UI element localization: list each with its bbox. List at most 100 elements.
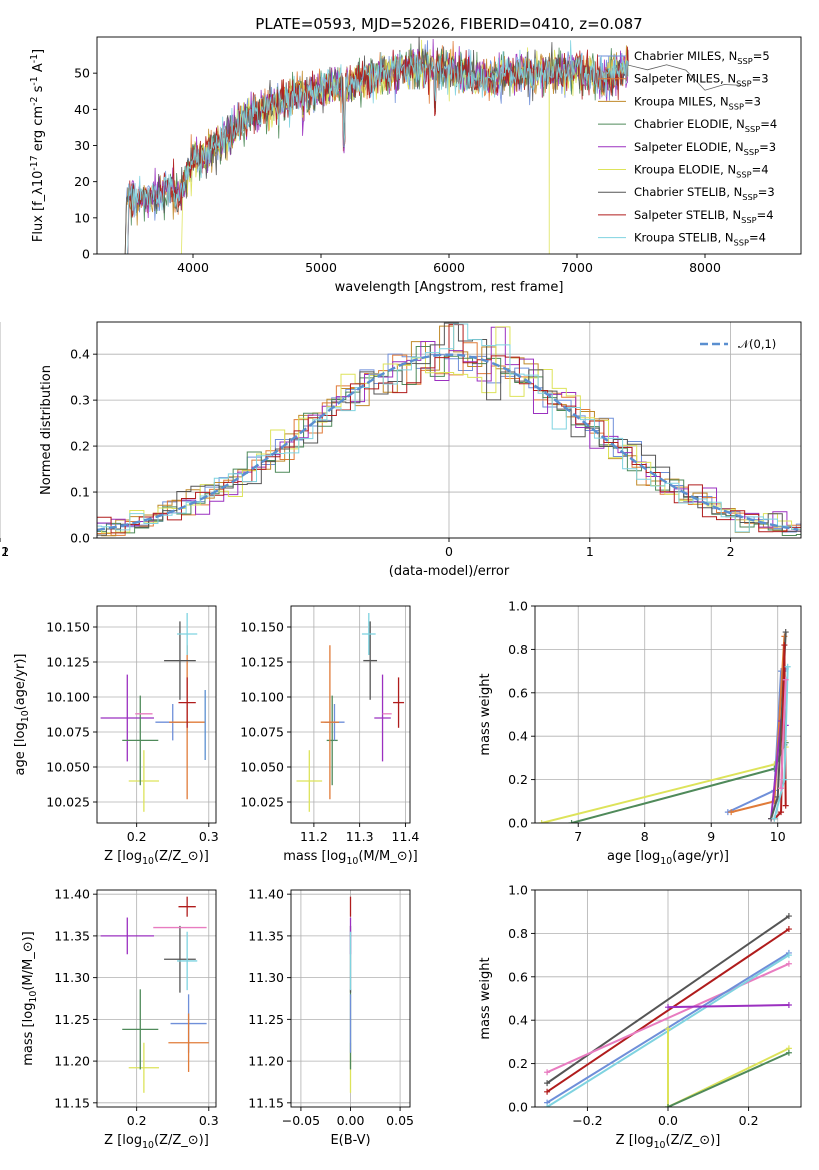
mass-weight-marker bbox=[538, 820, 545, 823]
mass-weight-line bbox=[546, 962, 790, 1074]
y-tick-label: 0 bbox=[82, 247, 90, 262]
y-tick-label: 11.40 bbox=[54, 887, 90, 902]
x-axis-label: E(B-V) bbox=[330, 1133, 370, 1148]
data-point bbox=[128, 750, 160, 812]
data-point bbox=[393, 677, 405, 728]
y-tick-label: 30 bbox=[74, 138, 90, 153]
text-run: -17 bbox=[29, 155, 40, 170]
text-run: SSP bbox=[741, 215, 756, 225]
y-tick-label: 0.2 bbox=[508, 772, 528, 787]
y-axis-label: Normed distribution bbox=[39, 365, 54, 495]
data-point bbox=[168, 1013, 209, 1072]
y-axis-label: age [log10(age/yr)] bbox=[13, 654, 31, 776]
plot-frame bbox=[96, 605, 217, 824]
y-tick-label: 0.0 bbox=[508, 1100, 528, 1115]
text-run: (age/yr)] bbox=[672, 849, 729, 864]
text-run: SSP bbox=[742, 192, 757, 202]
text-run: =4 bbox=[752, 163, 769, 177]
data-point bbox=[326, 695, 338, 786]
x-axis-label: wavelength [Angstrom, rest frame] bbox=[335, 280, 564, 295]
text-run: =4 bbox=[757, 208, 774, 222]
text-run: (age/yr)] bbox=[13, 654, 28, 711]
mass-weight-marker bbox=[781, 642, 788, 649]
errorbars-age_vs_mass bbox=[296, 613, 405, 812]
frame-mass_vs_ebv: −0.05 0.00 0.05 11.15 11.20 11.25 11.30 11.35 11… bbox=[248, 887, 414, 1148]
spectrum-lines bbox=[124, 37, 744, 254]
text-run: SSP bbox=[745, 124, 760, 134]
text-run: -1 bbox=[29, 76, 40, 85]
mass-weight-marker bbox=[782, 676, 789, 683]
data-point bbox=[178, 896, 196, 917]
x-axis-label: age [log10(age/yr)] bbox=[607, 849, 729, 867]
text-run: E(B-V) bbox=[330, 1133, 370, 1148]
x-axis-label: Z [log10(Z/Z_⊙)] bbox=[104, 849, 209, 867]
mass-weight-marker bbox=[785, 1049, 792, 1056]
text-run: =3 bbox=[744, 94, 761, 108]
x-tick-label: 5000 bbox=[305, 260, 337, 275]
y-tick-label: 0.2 bbox=[508, 1056, 528, 1071]
text-run: erg cm bbox=[31, 106, 46, 155]
frame-age_vs_mass: 11.2 11.3 11.4 10.025 10.050 10.075 10.100 10.1… bbox=[240, 605, 420, 867]
mass-weight-marker bbox=[785, 952, 792, 959]
mass-weight-marker bbox=[771, 815, 778, 822]
text-run: 10 bbox=[142, 856, 154, 867]
x-tick-label: 0.05 bbox=[386, 1113, 414, 1128]
text-run: SSP bbox=[737, 56, 752, 66]
text-run: Salpeter MILES, N bbox=[634, 72, 736, 86]
text-run: mass [log bbox=[283, 849, 346, 864]
y-tick-label: 0.6 bbox=[508, 969, 528, 984]
text-run: 10 bbox=[346, 856, 358, 867]
text-run: -1 bbox=[29, 54, 40, 63]
mass-weight-marker bbox=[785, 1002, 792, 1009]
mass-weight-line bbox=[667, 1028, 790, 1107]
frame-spectrum: 4000 5000 6000 7000 8000 0 10 20 30 40 50 wavelengt… bbox=[29, 15, 802, 295]
text-run: (Z/Z_⊙)] bbox=[154, 1133, 209, 1148]
y-tick-label: 40 bbox=[74, 102, 90, 117]
x-tick-label: 0.3 bbox=[199, 1113, 219, 1128]
y-tick-label: 20 bbox=[74, 174, 90, 189]
data-point bbox=[361, 613, 376, 655]
y-tick-label: 0.0 bbox=[70, 531, 90, 546]
y-axis-label: mass weight bbox=[478, 673, 493, 755]
legend-label: Kroupa MILES, NSSP=3 bbox=[634, 94, 761, 111]
y-tick-label: 0.8 bbox=[508, 642, 528, 657]
axes-mass_vs_Z bbox=[97, 890, 216, 1107]
data-point bbox=[363, 621, 378, 700]
mass-weight-marker bbox=[728, 809, 735, 816]
frame-massweight_vs_Z: −0.2 0.0 0.2 0.0 0.2 0.4 0.6 0.8 1.0 Z [log10(Z/Z… bbox=[478, 883, 802, 1151]
x-tick-label: 9 bbox=[707, 829, 715, 844]
mass-weight-marker bbox=[778, 785, 785, 792]
text-run: (Z/Z_⊙)] bbox=[154, 849, 209, 864]
text-run: mass [log bbox=[21, 1003, 36, 1066]
data-point bbox=[122, 989, 159, 1070]
x-tick-label: 11.2 bbox=[300, 829, 328, 844]
text-run: mass weight bbox=[478, 673, 493, 755]
mass-weight-marker bbox=[544, 1104, 551, 1107]
mass-weight-marker bbox=[665, 1004, 671, 1011]
x-axis-label: Z [log10(Z/Z_⊙)] bbox=[616, 1133, 721, 1151]
x-tick-label: 7 bbox=[574, 829, 582, 844]
data-point bbox=[164, 925, 196, 993]
text-run: mass weight bbox=[478, 957, 493, 1039]
y-tick-label: 10.025 bbox=[240, 795, 284, 810]
y-tick-label: 1.0 bbox=[508, 599, 528, 614]
x-tick-label: 10 bbox=[770, 829, 786, 844]
x-tick-label: 8 bbox=[641, 829, 649, 844]
y-tick-label: 11.15 bbox=[248, 1095, 284, 1110]
data-point bbox=[374, 674, 391, 762]
mass-weight-marker bbox=[568, 820, 575, 823]
text-run: Chabrier MILES, N bbox=[634, 49, 737, 63]
text-run: s bbox=[31, 85, 46, 96]
x-tick-label: 11.4 bbox=[392, 829, 420, 844]
text-run: Flux [f_λ10 bbox=[31, 171, 46, 243]
x-tick-label: 4000 bbox=[177, 260, 209, 275]
text-run: (M/M_⊙)] bbox=[358, 849, 417, 864]
text-run: =4 bbox=[760, 117, 777, 131]
data-point bbox=[164, 621, 196, 700]
y-tick-label: 10.075 bbox=[46, 725, 90, 740]
text-run: 10 bbox=[654, 1140, 666, 1151]
normal-reference-curve bbox=[97, 353, 799, 532]
text-run: Chabrier STELIB, N bbox=[634, 185, 742, 199]
lines-massweight_vs_Z bbox=[544, 913, 792, 1107]
